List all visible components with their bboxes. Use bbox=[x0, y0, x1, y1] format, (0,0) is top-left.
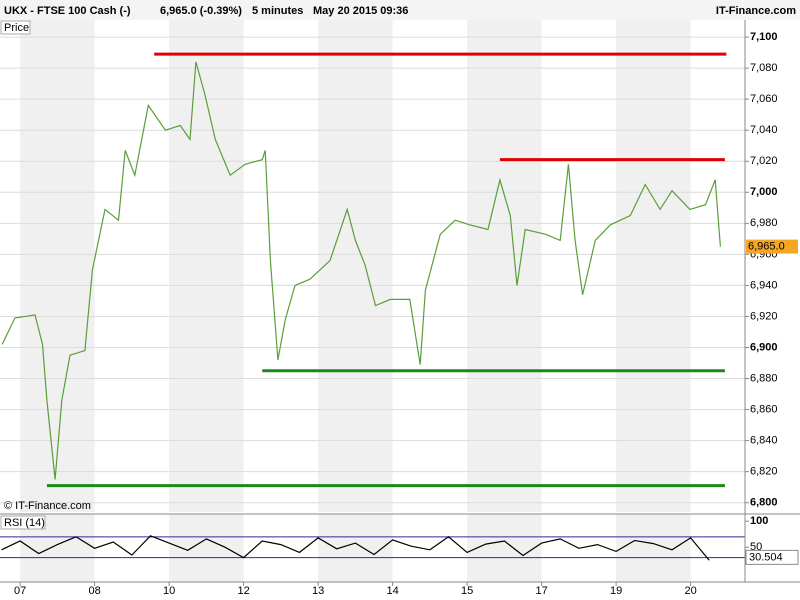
x-tick-label: 13 bbox=[312, 585, 324, 597]
plot-layer bbox=[0, 20, 745, 582]
brand: IT-Finance.com bbox=[716, 5, 796, 17]
last-value-label: 30.504 bbox=[749, 551, 783, 563]
panel-label: RSI (14) bbox=[4, 517, 45, 529]
x-tick-label: 20 bbox=[684, 585, 696, 597]
panel-label-box bbox=[0, 515, 46, 530]
y-tick-label: 7,100 bbox=[750, 31, 778, 43]
y-tick-label: 7,020 bbox=[750, 155, 778, 167]
last-price-tag bbox=[746, 239, 798, 254]
day-band bbox=[169, 20, 244, 512]
day-band bbox=[616, 20, 691, 512]
last-value-tag bbox=[745, 549, 799, 565]
y-tick-label: 6,860 bbox=[750, 403, 778, 415]
x-tick-label: 10 bbox=[163, 585, 175, 597]
y-tick-label: 7,000 bbox=[750, 186, 778, 198]
y-tick-label: 6,840 bbox=[750, 435, 778, 447]
x-tick-label: 19 bbox=[610, 585, 622, 597]
symbol: UKX - FTSE 100 Cash (-) bbox=[4, 5, 131, 17]
panel-label: Price bbox=[4, 22, 29, 34]
x-tick-label: 07 bbox=[14, 585, 26, 597]
y-tick-label: 100 bbox=[750, 515, 768, 527]
header-bar bbox=[0, 0, 800, 20]
x-tick-label: 14 bbox=[386, 585, 398, 597]
y-tick-label: 6,940 bbox=[750, 279, 778, 291]
y-tick-label: 7,060 bbox=[750, 93, 778, 105]
price-line bbox=[1, 61, 721, 480]
last-price-label: 6,965.0 bbox=[748, 241, 785, 253]
y-tick-label: 7,040 bbox=[750, 124, 778, 136]
quote: 6,965.0 (-0.39%) bbox=[160, 5, 242, 17]
panel-label-box bbox=[0, 20, 31, 35]
y-tick-label: 6,820 bbox=[750, 466, 778, 478]
x-tick-label: 08 bbox=[88, 585, 100, 597]
y-tick-label: 7,080 bbox=[750, 62, 778, 74]
y-tick-label: 6,920 bbox=[750, 310, 778, 322]
day-band bbox=[467, 20, 542, 512]
day-band bbox=[467, 514, 542, 582]
day-band bbox=[20, 20, 95, 512]
interval: 5 minutes bbox=[252, 5, 303, 17]
date: May 20 2015 09:36 bbox=[313, 5, 408, 17]
day-band bbox=[318, 514, 393, 582]
y-tick-label: 6,900 bbox=[750, 341, 778, 353]
day-band bbox=[616, 514, 691, 582]
price-line bbox=[1, 535, 710, 561]
day-band bbox=[318, 20, 393, 512]
x-tick-label: 12 bbox=[237, 585, 249, 597]
y-tick-label: 6,800 bbox=[750, 497, 778, 509]
x-tick-label: 15 bbox=[461, 585, 473, 597]
copyright: © IT-Finance.com bbox=[4, 500, 91, 512]
y-tick-label: 6,980 bbox=[750, 217, 778, 229]
x-tick-label: 17 bbox=[535, 585, 547, 597]
y-tick-label: 6,880 bbox=[750, 372, 778, 384]
